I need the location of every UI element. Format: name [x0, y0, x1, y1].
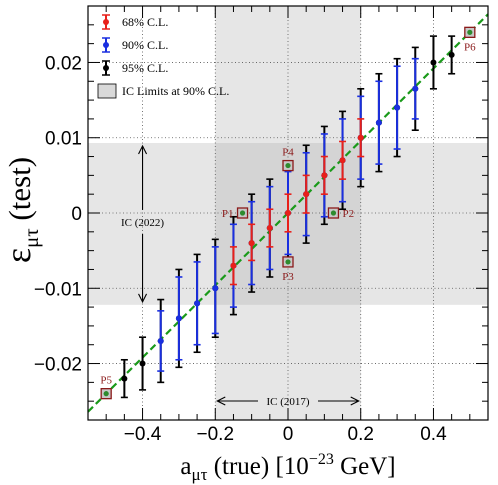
legend-item: 95% C.L.: [102, 60, 168, 76]
data-point: [211, 246, 219, 335]
data-point: [229, 246, 237, 286]
legend-item: 68% C.L.: [102, 14, 168, 30]
legend-label: 68% C.L.: [122, 15, 168, 29]
y-tick-label: 0: [71, 204, 82, 225]
point-center: [103, 391, 109, 397]
legend-label: IC Limits at 90% C.L.: [122, 84, 229, 98]
point-marker: [139, 360, 146, 367]
point-marker: [375, 119, 382, 126]
data-point: [120, 358, 128, 399]
ic2017-label: IC (2017): [266, 396, 309, 408]
point-marker: [248, 240, 255, 247]
x-tick-label: 0: [283, 424, 294, 445]
legend-item: 90% C.L.: [102, 37, 168, 53]
legend-label: 90% C.L.: [122, 38, 168, 52]
point-marker: [285, 210, 291, 216]
point-marker: [175, 315, 182, 322]
data-point: [302, 174, 310, 214]
point-marker: [357, 134, 364, 141]
point-center: [285, 259, 291, 265]
data-point: [375, 80, 383, 165]
point-label: P5: [100, 375, 112, 387]
y-tick-label: 0.01: [45, 129, 82, 150]
point-marker: [394, 104, 401, 111]
point-marker: [412, 85, 419, 92]
ic2022-label: IC (2022): [121, 217, 164, 229]
labeled-points: P1 P2 P3 P4 P5 P6: [100, 26, 476, 400]
y-axis-label: εμτ (test): [0, 157, 43, 263]
data-point: [284, 193, 292, 233]
data-point: [266, 208, 274, 248]
labeled-point-p2: P2: [327, 207, 354, 220]
legend-item: IC Limits at 90% C.L.: [97, 83, 229, 99]
labeled-point-p1: P1: [222, 207, 249, 220]
data-point: [248, 223, 256, 262]
point-marker: [430, 59, 437, 66]
data-point: [339, 140, 347, 180]
ic2017-arrowhead-left: [216, 396, 226, 406]
point-center: [467, 29, 473, 35]
data-point: [193, 261, 201, 346]
x-axis-label: aμτ (true) [10−23 GeV]: [180, 451, 395, 484]
axes: −0.4 −0.2 0 0.2 0.4 −0.02 −0.01 0 0.01 0.02: [34, 6, 488, 445]
data-point: [393, 65, 401, 150]
data-point: [157, 310, 165, 372]
point-label: P2: [342, 208, 354, 220]
x-tick-label: −0.4: [124, 424, 162, 445]
labeled-point-p6: P6: [464, 26, 476, 53]
legend-marker: [103, 19, 109, 25]
point-marker: [321, 172, 328, 179]
point-marker: [339, 157, 346, 164]
x-tick-label: −0.2: [197, 424, 235, 445]
data-point: [448, 35, 456, 75]
point-label: P4: [282, 147, 294, 159]
point-marker: [194, 300, 201, 307]
y-tick-label: −0.02: [34, 355, 82, 376]
point-center: [285, 162, 291, 169]
y-tick-label: 0.02: [45, 53, 82, 74]
x-tick-label: 0.4: [420, 424, 447, 445]
ic2022-arrowhead-top: [138, 144, 148, 155]
labeled-point-p3: P3: [282, 256, 294, 283]
legend-marker: [103, 42, 109, 48]
point-marker: [266, 225, 273, 232]
ic2022-arrowhead-bottom: [138, 293, 148, 304]
point-marker: [230, 262, 237, 269]
point-label: P1: [222, 208, 234, 220]
labeled-point-p4: P4: [282, 147, 294, 172]
point-marker: [212, 285, 219, 292]
data-point: [139, 336, 147, 391]
x-tick-label: 0.2: [348, 424, 374, 445]
legend-label: 95% C.L.: [122, 61, 168, 75]
point-marker: [121, 375, 128, 382]
data-point: [429, 35, 437, 90]
point-center: [330, 210, 337, 216]
legend: 68% C.L. 90% C.L. 95% C.L. IC Limits at 90%…: [97, 14, 229, 99]
data-point: [411, 57, 419, 120]
labeled-point-p5: P5: [100, 375, 112, 400]
annotations: IC (2022) IC (2017): [121, 144, 360, 408]
data-point: [175, 276, 183, 361]
point-label: P3: [282, 271, 294, 283]
point-marker: [303, 191, 310, 198]
legend-box: [97, 83, 117, 99]
data-point: [357, 118, 365, 158]
y-tick-label: −0.01: [34, 279, 82, 300]
point-marker: [448, 51, 455, 58]
point-center: [239, 210, 246, 216]
point-label: P6: [464, 41, 476, 53]
legend-marker: [103, 65, 109, 71]
data-points: [120, 35, 456, 399]
point-marker: [157, 337, 164, 344]
data-point: [320, 155, 328, 195]
ic2017-arrowhead-right: [350, 396, 360, 406]
